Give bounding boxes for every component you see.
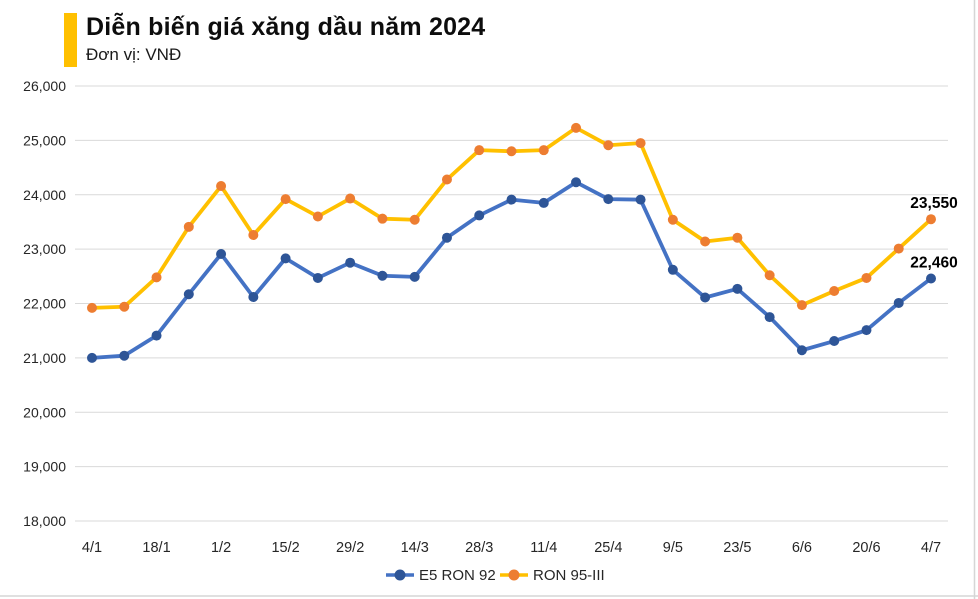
series-e5-ron-92-point: [409, 271, 420, 282]
series-ron-95-iii-point: [441, 174, 452, 185]
series-e5-ron-92-point: [700, 292, 711, 303]
series-ron-95-iii-point: [280, 194, 291, 205]
x-axis-tick-label: 4/7: [921, 540, 941, 556]
series-ron-95-iii-point: [829, 285, 840, 296]
series-e5-ron-92-point: [87, 352, 97, 363]
chart-title: Diễn biến giá xăng dầu năm 2024: [86, 13, 486, 41]
y-axis-tick-label: 18,000: [23, 513, 66, 529]
series-ron-95-iii-point: [700, 236, 711, 247]
series-e5-ron-92-point: [538, 197, 549, 208]
y-axis-tick-label: 19,000: [23, 459, 66, 475]
x-axis-tick-label: 15/2: [271, 540, 299, 556]
series-e5-ron-92-point: [248, 291, 259, 302]
series-e5-ron-92-point: [151, 330, 162, 341]
series-e5-ron-92-point: [829, 336, 840, 347]
chart-header: Diễn biến giá xăng dầu năm 2024 Đơn vị: …: [64, 13, 485, 67]
legend-ron-95-iii-marker-swatch: [508, 569, 520, 581]
series-ron-95-iii-point: [926, 214, 936, 225]
x-axis-tick-label: 25/4: [594, 540, 622, 556]
series-e5-ron-92-point: [893, 297, 904, 308]
x-axis-tick-label: 6/6: [792, 540, 812, 556]
series-e5-ron-92-point: [861, 325, 872, 336]
series-ron-95-iii-point: [667, 214, 678, 225]
y-axis-tick-label: 26,000: [23, 78, 66, 94]
series-ron-95-iii-point: [377, 213, 388, 224]
series-e5-ron-92-point: [796, 345, 807, 356]
series-e5-ron-92-point: [345, 257, 356, 268]
series-ron-95-iii-point: [87, 302, 97, 313]
x-axis-tick-label: 18/1: [142, 540, 170, 556]
series-ron-95-iii-point: [603, 140, 614, 151]
series-e5-ron-92-point: [183, 289, 194, 300]
series-e5-ron-92-point: [732, 283, 743, 294]
y-axis-tick-label: 25,000: [23, 132, 66, 148]
series-ron-95-iii-point: [409, 214, 420, 225]
series-ron-95-iii-point: [474, 145, 485, 156]
legend-e5-ron-92-label: E5 RON 92: [419, 567, 496, 584]
x-axis-tick-label: 14/3: [401, 540, 429, 556]
series-ron-95-iii-point: [538, 145, 549, 156]
y-axis-tick-label: 21,000: [23, 350, 66, 366]
series-ron-95-iii-point: [216, 181, 227, 192]
legend-e5-ron-92-marker-swatch: [394, 569, 406, 581]
y-axis-tick-label: 22,000: [23, 296, 66, 312]
series-e5-ron-92-point: [571, 177, 582, 188]
chart-unit-label: Đơn vị: VNĐ: [86, 44, 182, 64]
series-e5-ron-92-point: [926, 273, 936, 284]
title-accent-bar: [64, 13, 77, 67]
series-ron-95-iii-point: [183, 221, 194, 232]
series-ron-95-iii-point: [345, 193, 356, 204]
series-ron-95-iii-point: [893, 243, 904, 254]
series-ron-95-iii-point: [119, 301, 130, 312]
series-e5-ron-92-point: [216, 249, 227, 260]
x-axis-tick-label: 9/5: [663, 540, 683, 556]
series-e5-ron-92-point: [119, 350, 130, 361]
series-e5-ron-92-point: [474, 210, 485, 221]
x-axis-tick-label: 4/1: [82, 540, 102, 556]
x-axis-tick-label: 23/5: [723, 540, 751, 556]
series-e5-ron-92-end-value-label: 22,460: [910, 254, 957, 271]
series-ron-95-iii-point: [732, 232, 743, 243]
y-axis-tick-label: 20,000: [23, 404, 66, 420]
series-e5-ron-92-point: [603, 194, 614, 205]
series-ron-95-iii-point: [151, 272, 162, 283]
x-axis-tick-label: 11/4: [530, 540, 557, 556]
series-ron-95-iii-point: [796, 300, 807, 311]
series-ron-95-iii-point: [248, 229, 259, 240]
series-e5-ron-92-point: [441, 232, 452, 243]
x-axis-tick-label: 28/3: [465, 540, 493, 556]
series-e5-ron-92-point: [377, 270, 388, 281]
x-axis-tick-label: 20/6: [852, 540, 880, 556]
series-e5-ron-92-point: [312, 272, 323, 283]
series-ron-95-iii-point: [571, 122, 582, 133]
series-e5-ron-92-line: [90, 180, 933, 360]
y-axis-tick-label: 24,000: [23, 187, 66, 203]
series-ron-95-iii-point: [764, 270, 775, 281]
series-e5-ron-92-point: [506, 194, 517, 205]
legend-ron-95-iii-label: RON 95-III: [533, 567, 605, 584]
series-ron-95-iii-end-value-label: 23,550: [910, 195, 957, 212]
x-axis-tick-label: 1/2: [211, 540, 231, 556]
x-axis-tick-label: 29/2: [336, 540, 364, 556]
series-e5-ron-92-point: [764, 312, 775, 323]
series-ron-95-iii-point: [312, 211, 323, 222]
series-ron-95-iii-point: [506, 146, 517, 157]
series-e5-ron-92-point: [667, 264, 678, 275]
y-axis-tick-label: 23,000: [23, 241, 66, 257]
series-ron-95-iii-point: [635, 138, 646, 149]
series-e5-ron-92-point: [280, 253, 291, 264]
series-e5-ron-92-point: [635, 194, 646, 205]
series-ron-95-iii-point: [861, 272, 872, 283]
